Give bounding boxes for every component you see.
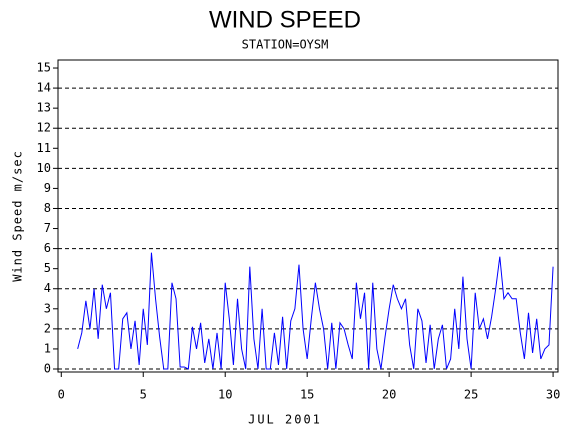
- y-tick-label: 15: [37, 61, 51, 75]
- y-tick-label: 8: [44, 201, 51, 215]
- x-tick-label: 0: [58, 388, 65, 402]
- y-tick-label: 4: [44, 281, 51, 295]
- data-line: [77, 252, 554, 370]
- x-tick-label: 10: [218, 388, 232, 402]
- y-tick-label: 7: [44, 221, 51, 235]
- chart-title: WIND SPEED: [209, 6, 361, 33]
- y-tick-label: 10: [37, 161, 51, 175]
- y-axis-label: Wind Speed m/sec: [11, 150, 25, 282]
- y-tick-label: 5: [44, 261, 51, 275]
- x-axis-label: JUL 2001: [248, 413, 322, 427]
- y-tick-label: 3: [44, 301, 51, 315]
- y-tick-label: 1: [44, 341, 51, 355]
- y-tick-label: 6: [44, 241, 51, 255]
- y-tick-label: 12: [37, 121, 51, 135]
- x-tick-label: 5: [140, 388, 147, 402]
- y-tick-label: 9: [44, 181, 51, 195]
- y-tick-label: 11: [37, 141, 51, 155]
- x-tick-label: 25: [464, 388, 478, 402]
- x-tick-label: 15: [300, 388, 314, 402]
- y-tick-label: 2: [44, 321, 51, 335]
- x-tick-label: 20: [382, 388, 396, 402]
- y-tick-label: 14: [37, 81, 51, 95]
- plot-frame: [57, 59, 559, 373]
- chart-subtitle: STATION=OYSM: [242, 38, 329, 52]
- x-tick-label: 30: [546, 388, 560, 402]
- y-tick-label: 0: [44, 361, 51, 375]
- y-tick-label: 13: [37, 101, 51, 115]
